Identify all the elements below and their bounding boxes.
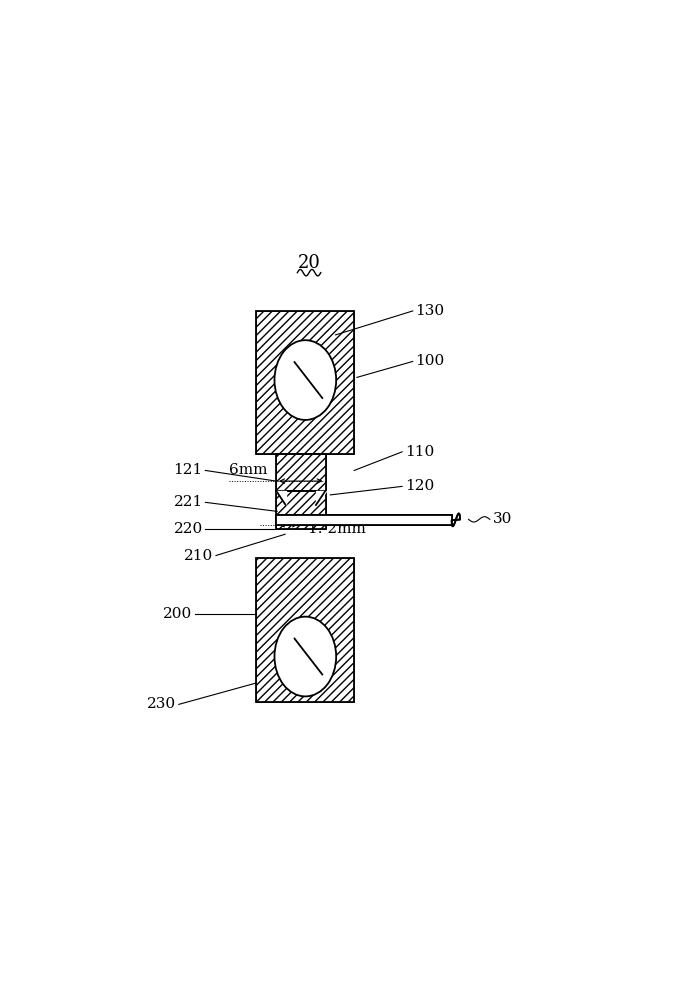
Text: 230: 230 bbox=[147, 697, 176, 711]
Bar bbox=[276, 515, 451, 525]
Bar bbox=[256, 311, 354, 454]
Text: 30: 30 bbox=[493, 512, 512, 526]
Bar bbox=[276, 491, 326, 529]
Bar bbox=[276, 454, 326, 491]
Bar bbox=[276, 454, 326, 491]
Bar bbox=[276, 515, 326, 525]
Bar bbox=[256, 558, 354, 702]
Text: 210: 210 bbox=[184, 549, 213, 563]
Text: 6mm: 6mm bbox=[228, 463, 267, 477]
Bar bbox=[256, 311, 354, 454]
Bar bbox=[276, 515, 451, 525]
Ellipse shape bbox=[274, 617, 336, 696]
Bar bbox=[276, 491, 326, 529]
Text: 100: 100 bbox=[415, 354, 445, 368]
Ellipse shape bbox=[274, 340, 336, 420]
Polygon shape bbox=[276, 491, 285, 505]
Text: 121: 121 bbox=[174, 463, 203, 477]
Text: 220: 220 bbox=[174, 522, 203, 536]
Bar bbox=[256, 558, 354, 702]
Text: 120: 120 bbox=[405, 479, 434, 493]
Text: 20: 20 bbox=[298, 254, 320, 272]
Polygon shape bbox=[316, 491, 326, 505]
Text: 221: 221 bbox=[174, 495, 203, 509]
Text: 110: 110 bbox=[405, 445, 434, 459]
Text: 200: 200 bbox=[163, 607, 192, 621]
Text: 130: 130 bbox=[415, 304, 445, 318]
Text: 1. 2mm: 1. 2mm bbox=[308, 522, 366, 536]
